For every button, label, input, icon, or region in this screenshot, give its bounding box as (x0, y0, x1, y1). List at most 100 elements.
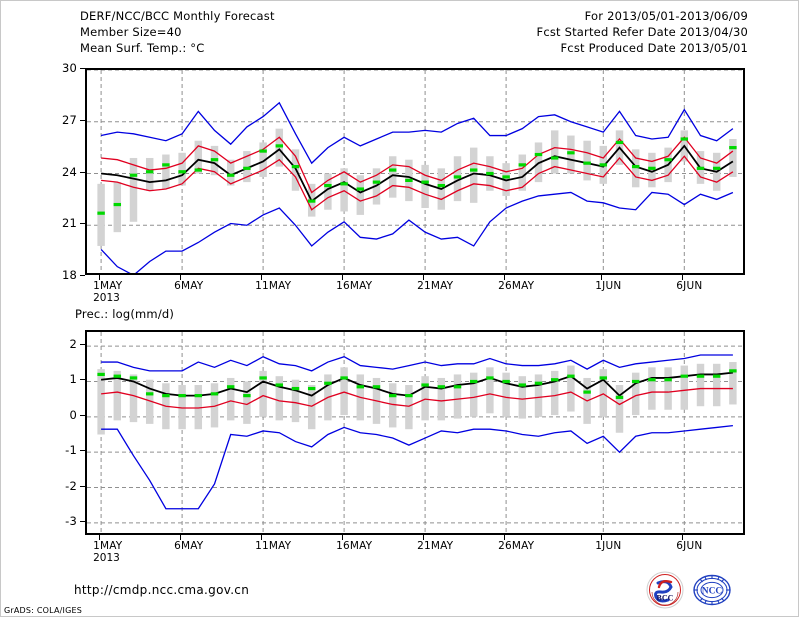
website-url[interactable]: http://cmdp.ncc.cma.gov.cn (74, 583, 250, 597)
observed-median-mark (162, 163, 170, 167)
observed-median-mark (129, 173, 138, 177)
observed-median-mark (178, 170, 186, 174)
ensemble-min-line (101, 425, 733, 510)
ensemble-spread-box (664, 367, 672, 410)
observed-median-mark (680, 137, 689, 141)
observed-median-mark (356, 187, 365, 191)
x-axis-tick (99, 535, 101, 540)
y-axis-tick-label: 24 (61, 164, 77, 179)
ensemble-spread-box (567, 365, 575, 412)
ensemble-spread-box (421, 164, 429, 208)
observed-median-mark (97, 372, 105, 377)
observed-median-mark (324, 381, 332, 385)
ensemble-spread-box (469, 372, 478, 417)
x-axis-tick-label: 6MAY (174, 540, 204, 552)
ensemble-spread-box (275, 376, 284, 421)
ensemble-mean-line (101, 144, 734, 203)
observed-median-mark (550, 156, 559, 160)
forecast-started-date-label: Fcst Started Refer Date 2013/04/30 (536, 25, 748, 39)
ensemble-spread-box (178, 152, 186, 186)
svg-text:BCC: BCC (657, 594, 674, 603)
observed-median-mark (162, 394, 170, 398)
observed-median-mark (129, 376, 138, 380)
ensemble-spread-box (388, 383, 397, 428)
observed-median-mark (388, 394, 397, 398)
observed-median-mark (340, 376, 348, 380)
ensemble-spread-box (437, 377, 446, 421)
ensemble-spread-box (275, 128, 284, 167)
observed-median-mark (226, 173, 235, 177)
ensemble-spread-box (631, 372, 640, 416)
ensemble-spread-box (502, 372, 510, 417)
x-axis-tick (601, 275, 603, 280)
observed-median-mark (583, 390, 591, 394)
ensemble-spread-box (356, 175, 365, 215)
observed-median-mark (453, 385, 462, 389)
observed-median-mark (664, 158, 672, 162)
observed-median-mark (599, 376, 608, 380)
ensemble-spread-box (226, 377, 235, 421)
ensemble-spread-box (307, 385, 316, 430)
x-axis-tick-label: 21MAY (417, 540, 454, 552)
ensemble-spread-box (648, 367, 656, 410)
ensemble-spread-box (178, 385, 186, 430)
ensemble-spread-box (194, 140, 203, 174)
observed-median-mark (518, 383, 527, 387)
x-axis-tick-label: 16MAY (336, 280, 373, 292)
svg-text:NCC: NCC (702, 587, 723, 597)
forecast-produced-date-label: Fcst Produced Date 2013/05/01 (560, 41, 748, 55)
forecast-period-label: For 2013/05/01-2013/06/09 (584, 9, 748, 23)
y-axis-tick (80, 68, 85, 69)
observed-median-mark (534, 381, 543, 385)
ensemble-spread-box (550, 370, 559, 416)
observed-median-mark (502, 175, 510, 179)
ensemble-spread-box (243, 151, 251, 183)
ensemble-spread-box (113, 370, 122, 421)
ensemble-spread-box (518, 154, 527, 191)
ensemble-spread-box (113, 182, 122, 233)
observed-median-mark (615, 140, 624, 145)
observed-median-mark (291, 165, 300, 169)
observed-median-mark (210, 392, 219, 396)
x-axis-tick (682, 275, 684, 280)
observed-median-mark (729, 369, 737, 373)
temperature-plot-area (87, 70, 743, 273)
observed-median-mark (275, 383, 284, 387)
observed-median-mark (550, 378, 559, 382)
ensemble-mean-line (101, 371, 733, 397)
observed-median-mark (194, 168, 203, 172)
y-axis-tick (80, 344, 85, 346)
y-axis-tick (80, 171, 85, 173)
ensemble-spread-box (486, 367, 494, 414)
y-axis-tick (80, 119, 85, 121)
ensemble-spread-box (194, 385, 203, 430)
ensemble-spread-box (421, 376, 429, 421)
header-right-block: For 2013/05/01-2013/06/09 Fcst Started R… (537, 8, 749, 56)
observed-median-mark (486, 171, 494, 176)
x-axis-tick-label: 26MAY (498, 540, 535, 552)
ensemble-min-line (100, 191, 734, 273)
ensemble-spread-box (388, 156, 397, 198)
ensemble-spread-box (97, 183, 105, 246)
x-axis-tick-label: 1JUN (595, 540, 622, 552)
observed-median-mark (372, 385, 381, 389)
x-axis-tick (423, 535, 425, 540)
ensemble-spread-box (259, 370, 267, 417)
bcc-logo: BCC (645, 570, 685, 610)
logo-group: BCC NCC (645, 570, 755, 610)
ensemble-spread-box (340, 367, 348, 416)
observed-median-mark (145, 392, 154, 396)
observed-median-mark (421, 383, 429, 387)
y-axis-tick-label: 2 (69, 337, 77, 352)
observed-median-mark (275, 144, 284, 148)
observed-median-mark (567, 374, 575, 378)
observed-median-mark (405, 178, 413, 182)
ensemble-spread-boxes (97, 128, 737, 246)
x-axis-tick-label: 16MAY (336, 540, 373, 552)
observed-median-mark (421, 180, 429, 184)
observed-median-mark (631, 165, 640, 169)
grads-credit: GrADS: COLA/IGES (4, 606, 83, 615)
ensemble-spread-box (567, 135, 575, 174)
ensemble-spread-box (97, 369, 105, 435)
observed-median-mark (437, 385, 446, 389)
